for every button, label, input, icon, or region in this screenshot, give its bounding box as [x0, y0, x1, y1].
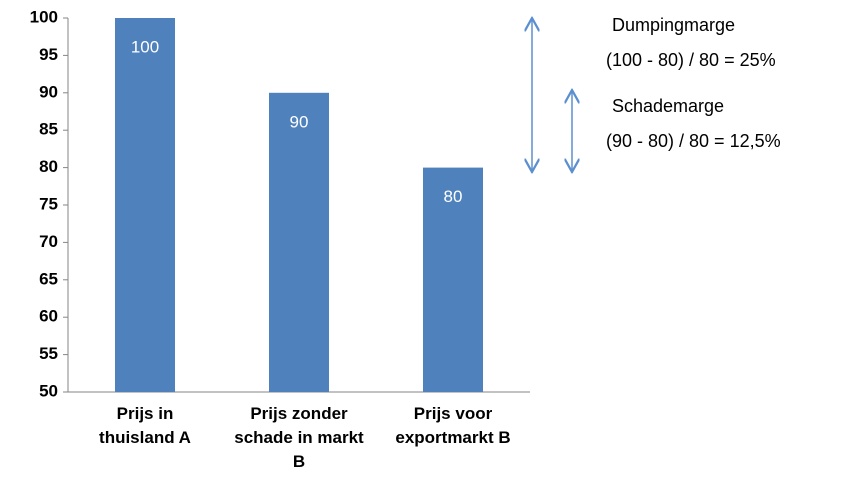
y-tick-label: 95 [39, 45, 58, 64]
x-tick-label: Prijs voor exportmarkt B [395, 404, 511, 447]
y-tick-label: 50 [39, 381, 58, 400]
bar [115, 18, 175, 392]
annotation: (90 - 80) / 80 = 12,5% [606, 131, 781, 151]
annotation: Schademarge [612, 96, 724, 116]
y-tick-label: 80 [39, 157, 58, 176]
annotation: Dumpingmarge [612, 15, 735, 35]
bar [423, 167, 483, 392]
value-label: 100 [131, 37, 159, 56]
value-label: 90 [290, 112, 309, 131]
y-tick-label: 85 [39, 120, 58, 139]
y-tick-label: 90 [39, 82, 58, 101]
y-tick-label: 60 [39, 307, 58, 326]
y-tick-label: 100 [30, 7, 58, 26]
y-tick-label: 55 [39, 344, 58, 363]
value-label: 80 [444, 187, 463, 206]
bar [269, 92, 329, 393]
y-tick-label: 65 [39, 269, 58, 288]
x-tick-label: Prijs zonder schade in markt B [234, 404, 364, 471]
y-tick-label: 70 [39, 232, 58, 251]
x-tick-label: Prijs in thuisland A [99, 404, 191, 447]
annotation: (100 - 80) / 80 = 25% [606, 50, 776, 70]
y-tick-label: 75 [39, 194, 58, 213]
